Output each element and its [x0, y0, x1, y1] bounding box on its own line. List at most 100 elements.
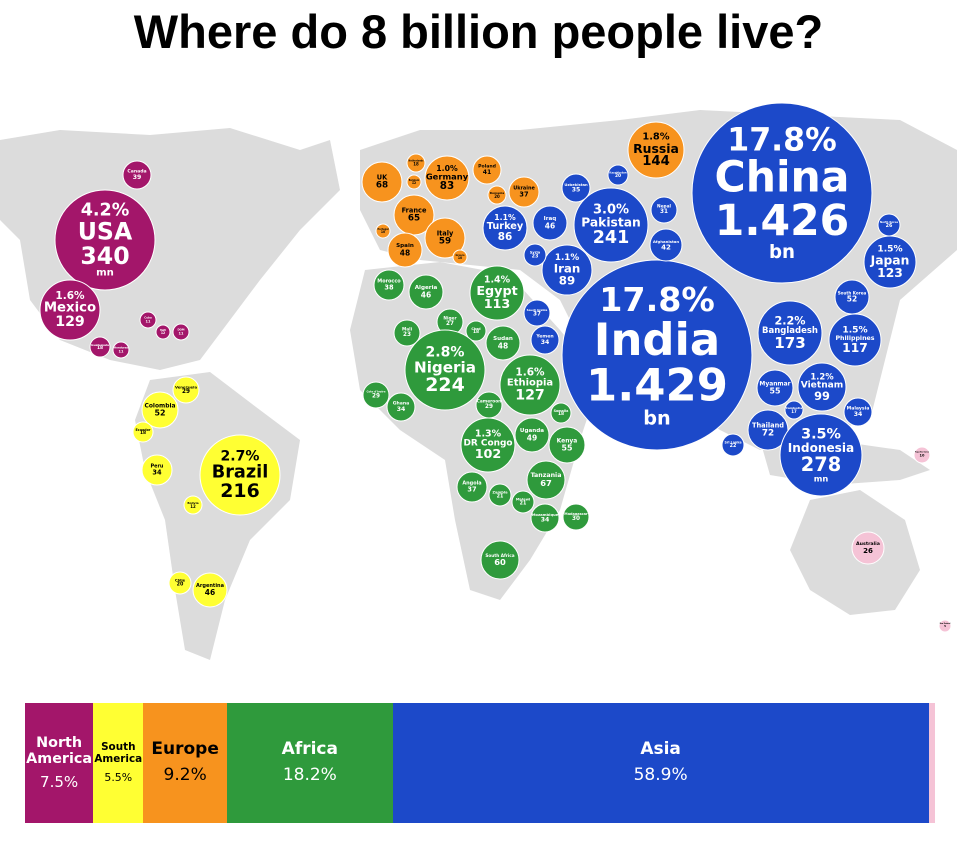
country-bubble — [487, 185, 507, 205]
share-segment: Europe 9.2% — [143, 703, 228, 823]
bubble-percent: 2.7% — [221, 448, 260, 464]
country-bubble — [514, 417, 550, 453]
country-bubble — [424, 155, 470, 201]
country-bubble — [938, 619, 952, 633]
bubble-label: Netherlands — [409, 159, 425, 162]
bubble-label: Myanmar — [759, 380, 790, 387]
bubble-value: 1.429 — [586, 359, 728, 412]
bubble-label: Greece — [455, 254, 464, 257]
country-bubble — [541, 244, 593, 296]
country-bubble — [843, 397, 873, 427]
segment-name: North America — [26, 734, 93, 768]
country-bubble — [408, 274, 444, 310]
bubble-value: 34 — [541, 516, 550, 523]
country-bubble — [511, 490, 535, 514]
bubble-label: Bolivia — [187, 501, 198, 505]
bubble-value: 37 — [519, 191, 529, 199]
country-bubble — [691, 102, 873, 284]
bubble-value: 29 — [372, 393, 380, 399]
country-bubble — [132, 421, 154, 443]
bubble-unit: mn — [814, 473, 829, 483]
bubble-value: 48 — [498, 341, 508, 350]
bubble-value: 31 — [660, 209, 668, 215]
country-bubble — [851, 531, 885, 565]
bubble-value: 83 — [440, 180, 454, 192]
country-bubble — [877, 213, 901, 237]
bubble-value: 46 — [545, 221, 555, 230]
bubble-value: 11 — [146, 319, 151, 323]
bubble-label: Chile — [175, 579, 186, 583]
country-bubble — [548, 426, 586, 464]
country-bubble — [485, 325, 521, 361]
country-bubble — [373, 269, 405, 301]
bubble-label: DR Congo — [463, 438, 512, 448]
segment-share: 9.2% — [163, 765, 207, 785]
bubble-value: 29 — [182, 389, 190, 395]
bubble-label: Bangladesh — [762, 326, 818, 336]
bubble-label: Ukraine — [513, 186, 535, 192]
bubble-label: Belgium — [409, 179, 420, 182]
bubble-label: Philippines — [835, 335, 874, 342]
bubble-value: 129 — [55, 314, 85, 330]
bubble-percent: 1.8% — [642, 131, 669, 142]
country-bubble — [452, 249, 468, 265]
country-bubble — [530, 325, 560, 355]
bubble-label: Colombia — [144, 402, 175, 409]
bubble-label: Sri Lanka — [724, 441, 741, 445]
country-bubble — [192, 572, 228, 608]
country-bubble — [172, 323, 190, 341]
bubble-value: 117 — [842, 341, 868, 355]
country-bubble — [530, 503, 560, 533]
country-bubble — [112, 341, 130, 359]
bubble-label: Malaysia — [847, 405, 870, 411]
bubble-value: 39 — [133, 174, 142, 181]
bubble-value: 144 — [642, 154, 670, 169]
bubble-value: 42 — [661, 242, 671, 251]
bubble-label: Uganda — [520, 428, 544, 434]
bubble-percent: 3.0% — [593, 202, 629, 217]
bubble-label: USA — [78, 218, 133, 246]
bubble-unit: mn — [96, 268, 114, 279]
bubble-label: Zambia — [492, 491, 508, 495]
bubble-label: Pakistan — [581, 216, 641, 230]
bubble-value: 241 — [593, 228, 629, 248]
bubble-value: 127 — [515, 387, 545, 403]
bubble-value: 22 — [730, 443, 737, 449]
bubble-value: 46 — [205, 588, 215, 597]
country-bubble — [562, 503, 590, 531]
bubble-unit: bn — [769, 242, 795, 263]
country-bubble — [362, 381, 390, 409]
country-bubble — [122, 160, 152, 190]
bubble-percent: 1.4% — [484, 274, 511, 285]
country-bubble — [828, 313, 882, 367]
bubble-label: Ghana — [393, 400, 410, 406]
country-bubble — [573, 187, 649, 263]
bubble-percent: 4.2% — [81, 201, 130, 221]
country-bubble — [607, 164, 629, 186]
country-bubble — [387, 232, 423, 268]
country-bubble — [480, 540, 520, 580]
bubble-label: Somalia — [554, 409, 569, 413]
bubble-label: Italy — [437, 230, 454, 238]
bubble-value: 216 — [220, 480, 259, 502]
country-bubble — [141, 391, 179, 429]
country-bubble — [526, 460, 566, 500]
bubble-value: 35 — [572, 186, 581, 193]
bubble-value: 89 — [559, 273, 575, 287]
bubble-label: Russia — [633, 141, 679, 156]
country-bubble — [404, 329, 486, 411]
bubble-label: Australia — [856, 541, 880, 547]
bubble-value: 29 — [485, 404, 493, 410]
bubble-value: 46 — [421, 290, 431, 299]
country-bubble — [469, 265, 525, 321]
bubble-percent: 17.8% — [727, 122, 837, 158]
bubble-percent: 3.5% — [801, 427, 841, 443]
bubble-label: Japan — [870, 253, 910, 267]
bubble-label: Sudan — [493, 336, 513, 342]
bubble-value: 99 — [814, 389, 830, 403]
country-bubble — [172, 376, 200, 404]
bubble-label: Kazakhstan — [609, 170, 626, 174]
bubble-label: Iran — [554, 261, 581, 275]
bubble-value: 55 — [769, 387, 780, 396]
